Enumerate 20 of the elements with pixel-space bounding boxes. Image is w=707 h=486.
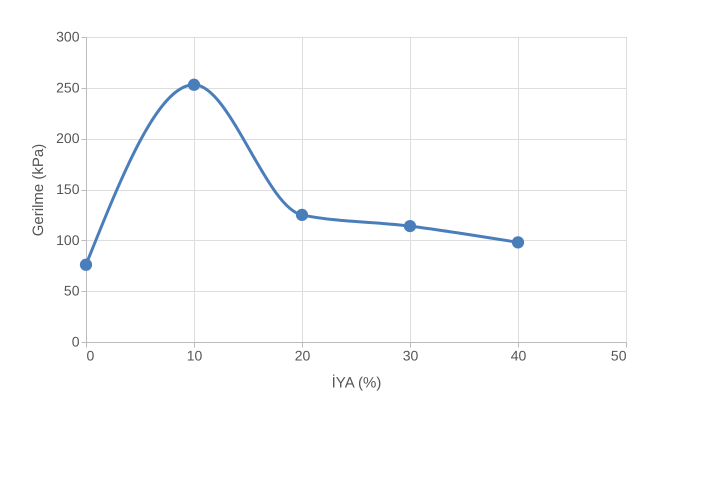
y-axis-title: Gerilme (kPa) [30, 144, 48, 236]
x-tick-label: 30 [402, 348, 418, 364]
y-tick-label: 200 [56, 130, 80, 146]
x-tick-label: 10 [186, 348, 202, 364]
point [512, 236, 524, 248]
x-axis-title: İYA (%) [332, 374, 382, 392]
y-tick-label: 150 [56, 181, 80, 197]
x-tick-label: 20 [294, 348, 310, 364]
y-tick-label: 250 [56, 79, 80, 96]
y-tick-label: 100 [56, 232, 80, 248]
y-tick-label: 50 [64, 282, 80, 299]
point [188, 78, 200, 91]
point [404, 220, 416, 232]
y-tick-label: 300 [56, 28, 80, 44]
x-tick-label: 40 [510, 348, 526, 364]
x-tick-label: 0 [86, 348, 94, 364]
x-tick-label: 50 [610, 348, 627, 364]
y-tick-label: 0 [72, 334, 80, 350]
point [80, 258, 92, 271]
point [296, 208, 308, 222]
